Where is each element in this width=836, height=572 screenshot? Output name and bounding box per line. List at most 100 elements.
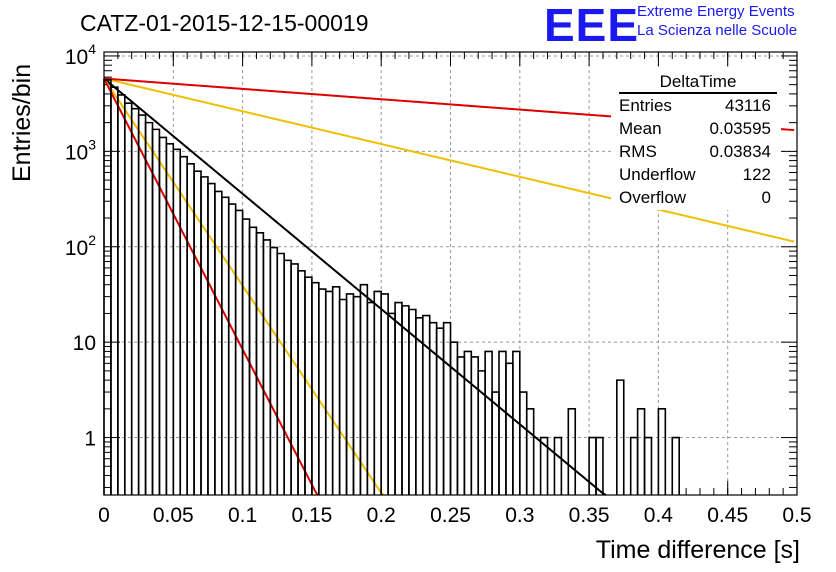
stats-row-entries: Entries 43116 bbox=[611, 94, 781, 117]
histogram-bin bbox=[269, 246, 279, 495]
stats-row-rms: RMS 0.03834 bbox=[611, 140, 781, 163]
histogram-bin bbox=[311, 281, 320, 495]
fit-line bbox=[103, 77, 385, 496]
histogram-bin bbox=[110, 86, 119, 495]
y-axis-label: Entries/bin bbox=[8, 63, 36, 182]
x-tick-label: 0.4 bbox=[644, 504, 674, 527]
histogram-bin bbox=[117, 94, 126, 495]
stats-label: Underflow bbox=[619, 165, 696, 184]
histogram-bin bbox=[255, 232, 265, 495]
x-tick-label: 0.05 bbox=[153, 504, 194, 527]
histogram-bin bbox=[227, 203, 237, 495]
stats-value: 43116 bbox=[724, 96, 771, 115]
histogram-bin bbox=[636, 408, 646, 495]
histogram-bin bbox=[435, 327, 445, 495]
histogram-bin bbox=[179, 155, 188, 495]
x-tick-label: 0.25 bbox=[430, 504, 471, 527]
plot-frame bbox=[103, 51, 798, 496]
stats-label: RMS bbox=[619, 142, 657, 161]
stats-box: DeltaTime Entries 43116 Mean 0.03595 RMS… bbox=[611, 70, 781, 210]
x-tick-label: 0 bbox=[98, 504, 110, 527]
stats-title: DeltaTime bbox=[619, 70, 777, 94]
histogram-bin bbox=[415, 317, 424, 495]
histogram-bin bbox=[498, 350, 507, 495]
histogram-bin bbox=[130, 107, 140, 495]
histogram-bin bbox=[214, 190, 223, 495]
y-tick-labels: 1 10 102 103 104 bbox=[65, 41, 96, 451]
histogram-bin bbox=[657, 408, 667, 495]
y-tick-label: 103 bbox=[65, 136, 96, 164]
histogram-bin bbox=[373, 290, 382, 495]
y-tick-label: 104 bbox=[65, 41, 96, 69]
histogram-bin bbox=[449, 341, 459, 495]
histogram-bin bbox=[380, 293, 389, 495]
histogram-bin bbox=[123, 102, 133, 495]
histogram-bin bbox=[463, 350, 473, 495]
fit-line bbox=[103, 77, 795, 243]
histogram-bin bbox=[366, 301, 376, 495]
y-tick-label: 102 bbox=[65, 232, 96, 260]
histogram-bin bbox=[401, 305, 410, 495]
logo-line-1: Extreme Energy Events bbox=[637, 3, 795, 20]
histogram-bin bbox=[484, 350, 493, 495]
histogram-bin bbox=[539, 436, 549, 495]
stats-label: Overflow bbox=[619, 188, 687, 207]
histogram-bin bbox=[525, 408, 535, 495]
histogram-bin bbox=[331, 286, 341, 495]
histogram-bin bbox=[553, 436, 563, 495]
histogram-bars bbox=[103, 79, 680, 495]
histogram-bin bbox=[442, 321, 452, 495]
histogram-bin bbox=[324, 290, 334, 495]
histogram-bin bbox=[345, 293, 355, 495]
stats-row-underflow: Underflow 122 bbox=[611, 163, 781, 186]
histogram-bin bbox=[221, 196, 230, 495]
x-tick-label: 0.45 bbox=[707, 504, 748, 527]
logo-line-2: La Scienza nelle Scuole bbox=[637, 22, 798, 39]
eee-logo: EEE bbox=[544, 0, 640, 51]
x-tick-label: 0.1 bbox=[228, 504, 257, 527]
x-tick-label: 0.5 bbox=[782, 504, 811, 527]
x-tick-label: 0.3 bbox=[505, 504, 534, 527]
y-tick-label: 1 bbox=[84, 428, 96, 451]
histogram-bin bbox=[491, 391, 500, 495]
histogram-bin bbox=[470, 356, 480, 495]
stats-row-mean: Mean 0.03595 bbox=[611, 117, 781, 140]
histogram-bin bbox=[567, 408, 577, 495]
stats-value: 0 bbox=[761, 188, 771, 207]
histogram-bin bbox=[207, 182, 216, 495]
histogram-bin bbox=[428, 321, 438, 495]
fit-line bbox=[103, 78, 319, 496]
histogram-bin bbox=[629, 436, 639, 495]
chart-title: CATZ-01-2015-12-15-00019 bbox=[80, 10, 369, 36]
x-tick-labels: 0 0.05 0.1 0.15 0.2 0.25 0.3 0.35 0.4 0.45 0.5 bbox=[98, 504, 811, 527]
histogram-bin bbox=[248, 226, 258, 495]
stats-label: Entries bbox=[619, 96, 672, 115]
histogram-bin bbox=[144, 121, 154, 495]
stats-label: Mean bbox=[619, 119, 662, 138]
x-tick-label: 0.35 bbox=[569, 504, 610, 527]
histogram-bin bbox=[165, 142, 175, 495]
stats-value: 0.03595 bbox=[709, 119, 771, 138]
histogram-bin bbox=[338, 298, 348, 495]
histogram-bin bbox=[276, 252, 285, 495]
histogram-bin bbox=[671, 436, 680, 495]
stats-value: 0.03834 bbox=[709, 142, 771, 161]
x-tick-label: 0.2 bbox=[367, 504, 396, 527]
y-tick-label: 10 bbox=[73, 332, 96, 355]
histogram-bin bbox=[172, 148, 182, 495]
histogram-bin bbox=[387, 312, 396, 495]
histogram-bin bbox=[616, 379, 625, 495]
histogram-bin bbox=[262, 239, 272, 495]
fit-line bbox=[103, 77, 607, 496]
histogram-bin bbox=[643, 436, 653, 495]
histogram-bin bbox=[595, 436, 604, 495]
histogram-bin bbox=[394, 301, 403, 495]
stats-value: 122 bbox=[742, 165, 771, 184]
histogram-bin bbox=[290, 263, 299, 495]
histogram-bin bbox=[505, 362, 514, 495]
x-axis-label: Time difference [s] bbox=[595, 536, 800, 564]
stats-row-overflow: Overflow 0 bbox=[611, 186, 781, 209]
histogram-bin bbox=[352, 295, 362, 495]
histogram-bin bbox=[519, 391, 528, 495]
